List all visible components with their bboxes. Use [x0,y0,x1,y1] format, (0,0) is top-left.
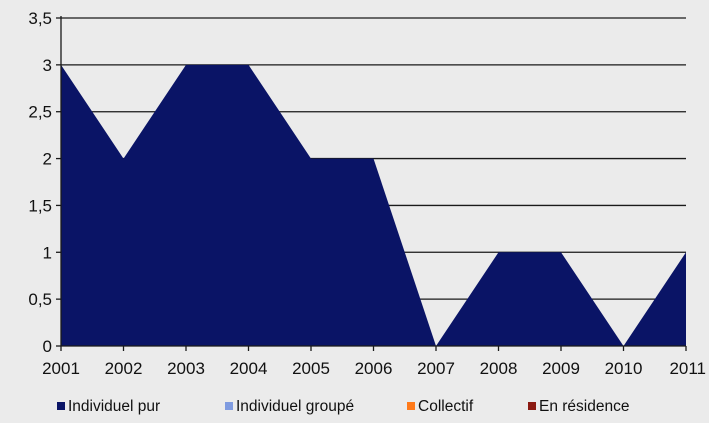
x-tick-label: 2001 [42,359,80,378]
x-tick-label: 2004 [230,359,268,378]
x-tick-label: 2005 [292,359,330,378]
y-tick-label: 3 [43,56,52,75]
legend: Individuel pur Individuel groupé Collectif… [57,398,629,415]
series-area-individuel-pur [61,64,686,346]
x-tick-label: 2011 [669,359,706,378]
legend-swatch-3 [528,402,536,410]
x-tick-label: 2002 [105,359,143,378]
y-tick-label: 0,5 [28,290,52,309]
x-tick-label: 2008 [480,359,518,378]
legend-swatch-2 [407,402,415,410]
y-tick-label: 2 [43,150,52,169]
x-tick-label: 2006 [355,359,393,378]
y-tick-label: 1 [43,243,52,262]
x-tick-label: 2003 [167,359,205,378]
x-tick-label: 2010 [605,359,643,378]
y-tick-label: 3,5 [28,9,52,28]
legend-swatch-1 [225,402,233,410]
legend-label: Individuel pur [68,398,160,415]
y-tick-label: 2,5 [28,103,52,122]
legend-swatch-0 [57,402,65,410]
legend-label: Individuel groupé [236,398,354,415]
y-tick-label: 0 [43,337,52,356]
y-axis-ticks: 0 0,5 1 1,5 2 2,5 3 3,5 [28,9,61,356]
x-tick-label: 2007 [417,359,455,378]
x-axis-ticks: 2001 2002 2003 2004 2005 2006 2007 2008 2009 2010… [42,346,706,378]
y-tick-label: 1,5 [28,196,52,215]
x-tick-label: 2009 [542,359,580,378]
legend-label: En résidence [539,398,629,415]
legend-label: Collectif [418,398,474,415]
